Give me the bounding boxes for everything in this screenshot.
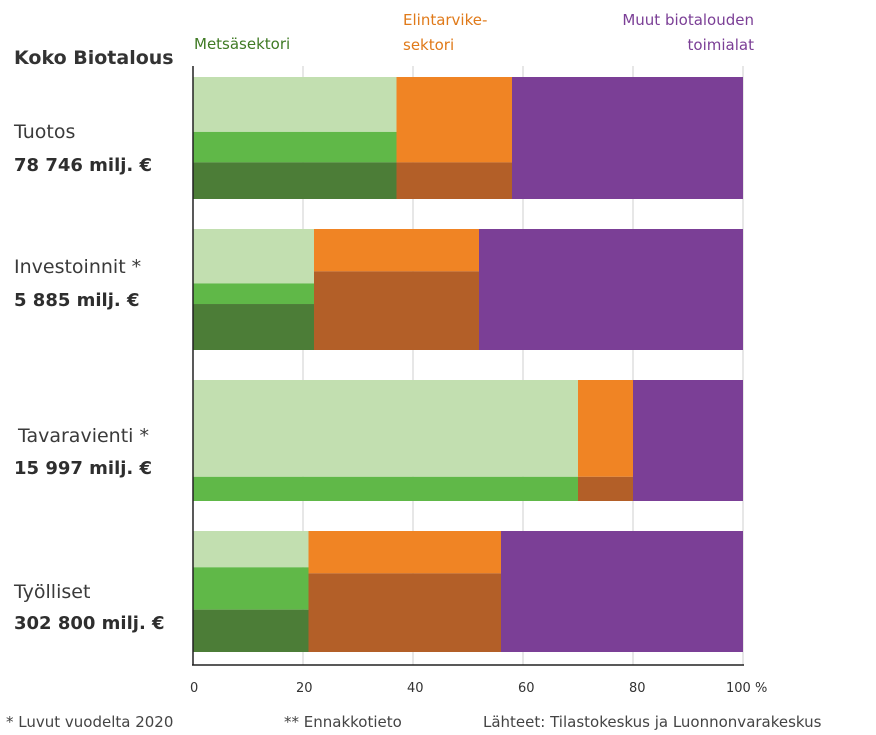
x-tick-60: 60 — [518, 681, 535, 696]
category-label-3: Työlliset — [14, 581, 91, 603]
category-label-0: Tuotos — [14, 121, 76, 143]
bar-other-1 — [479, 229, 743, 350]
bar-forest-1-part-1 — [193, 283, 314, 305]
bar-food-1-part-1 — [314, 271, 479, 350]
bar-forest-1-part-2 — [193, 304, 314, 350]
x-tick-100: 100 % — [726, 681, 768, 696]
footnote-preliminary: ** Ennakkotieto — [284, 713, 402, 731]
bar-food-2-part-0 — [578, 380, 633, 477]
bar-forest-3-part-2 — [193, 609, 309, 652]
category-value-1: 5 885 milj. € — [14, 290, 140, 311]
x-tick-80: 80 — [629, 681, 646, 696]
bar-food-2-part-1 — [578, 476, 633, 501]
bar-food-0-part-1 — [396, 162, 512, 199]
legend-other-line1: Muut biotalouden — [622, 11, 754, 29]
bar-forest-0-part-1 — [193, 131, 397, 163]
bar-other-0 — [512, 77, 743, 199]
bar-food-1-part-0 — [314, 229, 479, 272]
chart-title: Koko Biotalous — [14, 47, 174, 69]
x-tick-20: 20 — [296, 681, 313, 696]
bar-food-3-part-1 — [308, 573, 501, 652]
category-label-1: Investoinnit * — [14, 256, 142, 278]
bar-forest-3-part-0 — [193, 531, 309, 568]
bar-forest-0-part-0 — [193, 77, 397, 132]
category-value-3: 302 800 milj. € — [14, 613, 165, 634]
bar-forest-3-part-1 — [193, 567, 309, 610]
footnote-sources: Lähteet: Tilastokeskus ja Luonnonvarakes… — [483, 713, 822, 731]
x-tick-40: 40 — [407, 681, 424, 696]
legend-food-line2: sektori — [403, 36, 455, 54]
legend-food-line1: Elintarvike- — [403, 11, 488, 29]
footnote-year: * Luvut vuodelta 2020 — [6, 713, 174, 731]
category-value-0: 78 746 milj. € — [14, 155, 153, 176]
bar-food-3-part-0 — [308, 531, 501, 574]
category-value-2: 15 997 milj. € — [14, 458, 153, 479]
bar-forest-1-part-0 — [193, 229, 314, 284]
bar-forest-2-part-1 — [193, 476, 578, 501]
legend-other-line2: toimialat — [687, 36, 754, 54]
bar-food-0-part-0 — [396, 77, 512, 163]
bar-forest-0-part-2 — [193, 162, 397, 199]
bar-other-2 — [633, 380, 743, 501]
bar-other-3 — [501, 531, 743, 652]
x-tick-0: 0 — [190, 681, 199, 696]
legend-forest: Metsäsektori — [194, 35, 291, 53]
category-label-2: Tavaravienti * — [18, 425, 149, 447]
bar-forest-2-part-0 — [193, 380, 578, 477]
